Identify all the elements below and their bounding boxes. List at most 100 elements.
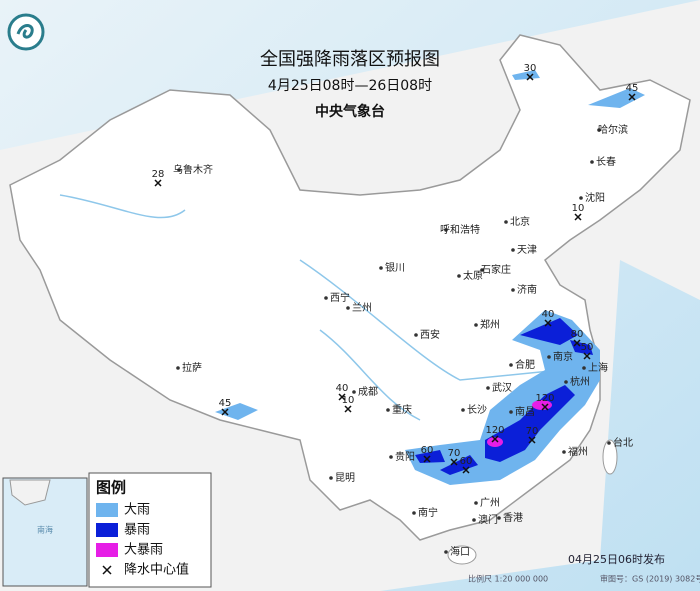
legend-title: 图例	[96, 479, 126, 497]
city-dot	[582, 366, 586, 370]
city-dot	[414, 333, 418, 337]
city-dot	[379, 266, 383, 270]
city-dot	[346, 306, 350, 310]
center-value: 28	[152, 169, 165, 180]
cross	[583, 352, 591, 360]
city-dot	[389, 455, 393, 459]
center-value: 120	[535, 393, 554, 404]
city-dot	[579, 196, 583, 200]
scale: 比例尺 1:20 000 000	[468, 574, 548, 584]
cross	[574, 213, 582, 221]
city-label: 北京	[510, 215, 530, 228]
center-value: 60	[421, 445, 434, 456]
subtitle: 4月25日08时—26日08时	[268, 78, 432, 94]
city-label: 澳门	[478, 513, 498, 526]
city-label: 台北	[613, 436, 633, 449]
city-label: 乌鲁木齐	[173, 163, 213, 176]
cross	[450, 458, 458, 466]
center-value: 45	[626, 83, 639, 94]
map-number: 审图号：GS (2019) 3082号	[600, 574, 700, 584]
center-value: 70	[526, 426, 539, 437]
city-label: 香港	[503, 512, 523, 524]
city-label: 上海	[588, 361, 608, 374]
city-label: 海口	[450, 545, 470, 558]
city-dot	[474, 501, 478, 505]
cross	[491, 435, 499, 443]
city-dot	[480, 268, 484, 272]
center-value: 30	[524, 63, 537, 74]
city-dot	[457, 274, 461, 278]
city-label: 哈尔滨	[598, 123, 628, 136]
city-dot	[444, 550, 448, 554]
release-time: 04月25日06时发布	[568, 552, 665, 566]
city-dot	[386, 408, 390, 412]
legend-swatch	[96, 543, 118, 557]
legend-label: 大暴雨	[124, 543, 163, 558]
cross	[541, 403, 549, 411]
rain-heavy	[215, 403, 258, 420]
city-label: 重庆	[392, 403, 412, 416]
city-dot	[176, 366, 180, 370]
cross	[462, 466, 470, 474]
city-label: 昆明	[335, 472, 355, 484]
city-dot	[509, 410, 513, 414]
city-dot	[547, 355, 551, 359]
city-label: 郑州	[480, 318, 500, 331]
city-label: 南京	[553, 350, 573, 363]
rain-heavy	[588, 88, 645, 108]
taiwan	[602, 439, 618, 475]
city-label: 南宁	[418, 506, 438, 519]
city-label: 成都	[358, 386, 378, 398]
city-label: 南昌	[515, 405, 535, 418]
center-value: 50	[581, 342, 594, 353]
cross	[528, 436, 536, 444]
legend-swatch	[96, 523, 118, 537]
rain-rainstorm	[415, 318, 593, 463]
cross	[338, 393, 346, 401]
logo-mark	[16, 24, 34, 39]
center-value: 40	[542, 309, 555, 320]
city-label: 石家庄	[481, 263, 511, 276]
city-dot	[474, 323, 478, 327]
city-label: 福州	[568, 445, 588, 458]
rivers	[59, 194, 561, 421]
city-label: 拉萨	[182, 361, 202, 374]
city-dot	[461, 408, 465, 412]
city-dot	[511, 288, 515, 292]
city-label: 广州	[480, 497, 500, 509]
city-label: 银川	[385, 261, 405, 274]
cross	[628, 93, 636, 101]
city-dot	[412, 511, 416, 515]
legend-label: 大雨	[124, 503, 150, 518]
rain-downpour	[487, 437, 503, 447]
rain-heavy	[405, 310, 600, 485]
cross	[344, 405, 352, 413]
center-value: 10	[572, 203, 585, 214]
cross	[154, 179, 162, 187]
city-dot	[511, 248, 515, 252]
legend-label: 降水中心值	[124, 562, 189, 578]
legend-swatch	[96, 503, 118, 517]
city-dot	[509, 363, 513, 367]
city-label: 沈阳	[585, 191, 605, 204]
city-label: 长春	[596, 156, 616, 168]
city-dot	[486, 386, 490, 390]
city-dot	[504, 220, 508, 224]
center-value: 40	[336, 383, 349, 394]
hainan	[447, 545, 477, 565]
city-dot	[562, 450, 566, 454]
title: 全国强降雨落区预报图	[260, 49, 440, 70]
city-label: 武汉	[492, 381, 512, 394]
cross	[544, 319, 552, 327]
city-dot	[324, 296, 328, 300]
center-value: 10	[342, 395, 355, 406]
city-label: 兰州	[352, 301, 372, 314]
city-label: 呼和浩特	[440, 224, 480, 236]
center-value: 80	[571, 329, 584, 340]
cross	[221, 408, 229, 416]
city-dot	[607, 441, 611, 445]
city-dot	[177, 168, 181, 172]
